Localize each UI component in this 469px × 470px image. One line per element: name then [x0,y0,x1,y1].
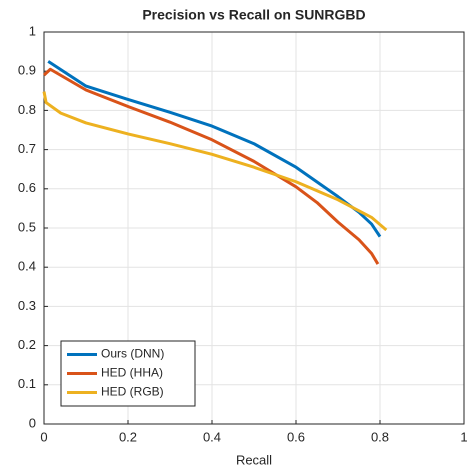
series-line [47,60,382,238]
x-axis-label: Recall [236,452,272,467]
x-tick-label: 1 [460,429,467,444]
plot-frame [43,31,465,425]
y-tick-label: 0.6 [18,180,36,195]
x-tick-label: 0.4 [203,429,221,444]
y-tick-label: 0.4 [18,259,36,274]
series-line [42,67,380,265]
legend-box [60,340,196,407]
series-line [42,91,388,232]
x-tick-label: 0.6 [287,429,305,444]
y-tick-label: 0.3 [18,298,36,313]
x-tick-label: 0.2 [119,429,137,444]
legend-label: HED (HHA) [101,366,163,380]
y-tick-label: 0.2 [18,337,36,352]
legend-label: HED (RGB) [101,385,164,399]
y-tick-label: 0.9 [18,63,36,78]
legend-label: Ours (DNN) [101,347,164,361]
x-tick-label: 0.8 [371,429,389,444]
y-tick-label: 0.1 [18,376,36,391]
y-tick-label: 0 [29,415,36,430]
y-tick-label: 0.8 [18,102,36,117]
y-tick-label: 1 [29,23,36,38]
chart-title: Precision vs Recall on SUNRGBD [142,7,365,23]
y-tick-label: 0.7 [18,141,36,156]
x-tick-label: 0 [40,429,47,444]
y-tick-label: 0.5 [18,219,36,234]
